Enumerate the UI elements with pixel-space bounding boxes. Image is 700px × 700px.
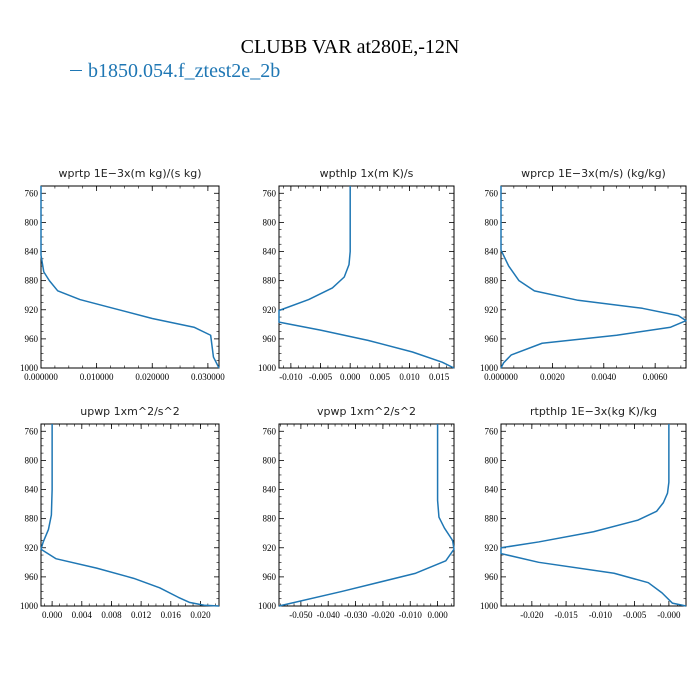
x-tick-label: 0.004 <box>72 610 93 620</box>
y-tick-label: 880 <box>485 276 499 286</box>
x-tick-label: -0.040 <box>317 610 341 620</box>
plot-frame <box>40 185 220 369</box>
series-line <box>500 186 687 369</box>
x-tick-label: -0.005 <box>623 610 647 620</box>
x-tick-label: -0.020 <box>520 610 544 620</box>
y-tick-label: 760 <box>485 188 499 198</box>
plot-frame <box>500 185 687 369</box>
x-tick-label: 0.010000 <box>80 372 114 382</box>
y-tick-label: 920 <box>25 543 39 553</box>
panel-title: vpwp 1xm^2/s^2 <box>317 405 416 418</box>
plot-frame <box>278 185 455 369</box>
x-tick-label: 0.010 <box>399 372 420 382</box>
panel-title: wpthlp 1x(m K)/s <box>320 167 414 180</box>
plot-frame <box>278 423 455 607</box>
y-tick-label: 1000 <box>480 363 499 373</box>
y-tick-label: 960 <box>25 572 39 582</box>
x-tick-label: 0.000000 <box>24 372 58 382</box>
panel-title: wprcp 1E−3x(m/s) (kg/kg) <box>521 167 666 180</box>
y-tick-label: 760 <box>263 426 277 436</box>
y-tick-label: 800 <box>485 217 499 227</box>
y-tick-label: 960 <box>485 334 499 344</box>
y-tick-label: 920 <box>263 543 277 553</box>
x-tick-label: -0.010 <box>399 610 423 620</box>
y-tick-label: 1000 <box>258 363 277 373</box>
x-tick-label: 0.005 <box>370 372 391 382</box>
x-tick-label: 0.0040 <box>591 372 616 382</box>
y-tick-label: 920 <box>485 305 499 315</box>
x-tick-label: -0.030 <box>344 610 368 620</box>
x-tick-label: -0.010 <box>589 610 613 620</box>
y-tick-label: 1000 <box>258 601 277 611</box>
y-tick-label: 880 <box>485 514 499 524</box>
series-line <box>278 186 455 369</box>
x-tick-label: 0.000 <box>427 610 448 620</box>
y-tick-label: 760 <box>25 188 39 198</box>
x-tick-label: 0.020000 <box>135 372 169 382</box>
legend: b1850.054.f_ztest2e_2b <box>70 60 280 83</box>
legend-line-swatch <box>70 69 82 71</box>
x-tick-label: -0.020 <box>371 610 395 620</box>
panel-title: rtpthlp 1E−3x(kg K)/kg <box>530 405 657 418</box>
y-tick-label: 760 <box>263 188 277 198</box>
series-line <box>40 186 220 369</box>
panel-title: upwp 1xm^2/s^2 <box>80 405 180 418</box>
y-tick-label: 800 <box>25 217 39 227</box>
y-tick-label: 760 <box>485 426 499 436</box>
y-tick-label: 840 <box>25 247 39 257</box>
y-tick-label: 920 <box>25 305 39 315</box>
y-tick-label: 960 <box>263 572 277 582</box>
y-tick-label: 840 <box>263 247 277 257</box>
series-line <box>500 424 687 607</box>
panel-title: wprtp 1E−3x(m kg)/(s kg) <box>59 167 202 180</box>
y-tick-label: 840 <box>485 485 499 495</box>
x-tick-label: 0.008 <box>101 610 122 620</box>
y-tick-label: 800 <box>263 217 277 227</box>
y-tick-label: 760 <box>25 426 39 436</box>
x-tick-label: -0.005 <box>309 372 333 382</box>
page-title: CLUBB VAR at280E,-12N <box>240 36 460 58</box>
y-tick-label: 1000 <box>20 363 39 373</box>
y-tick-label: 800 <box>485 455 499 465</box>
y-tick-label: 1000 <box>480 601 499 611</box>
x-tick-label: 0.000 <box>340 372 361 382</box>
x-tick-label: 0.012 <box>131 610 151 620</box>
y-tick-label: 960 <box>263 334 277 344</box>
y-tick-label: 1000 <box>20 601 39 611</box>
x-tick-label: 0.000000 <box>484 372 518 382</box>
y-tick-label: 920 <box>263 305 277 315</box>
x-tick-label: 0.020 <box>190 610 211 620</box>
y-tick-label: 880 <box>263 514 277 524</box>
y-tick-label: 880 <box>25 514 39 524</box>
x-tick-label: 0.000 <box>42 610 63 620</box>
legend-label: b1850.054.f_ztest2e_2b <box>88 60 281 82</box>
y-tick-label: 840 <box>263 485 277 495</box>
x-tick-label: 0.0020 <box>540 372 565 382</box>
y-tick-label: 800 <box>25 455 39 465</box>
y-tick-label: 920 <box>485 543 499 553</box>
x-tick-label: 0.015 <box>429 372 450 382</box>
x-tick-label: -0.050 <box>289 610 313 620</box>
y-tick-label: 800 <box>263 455 277 465</box>
series-line <box>278 424 455 607</box>
y-tick-label: 840 <box>25 485 39 495</box>
plot-frame <box>500 423 687 607</box>
x-tick-label: -0.010 <box>279 372 303 382</box>
x-tick-label: 0.016 <box>161 610 182 620</box>
y-tick-label: 960 <box>25 334 39 344</box>
x-tick-label: 0.030000 <box>191 372 225 382</box>
y-tick-label: 880 <box>263 276 277 286</box>
series-line <box>40 424 220 607</box>
plot-frame <box>40 423 220 607</box>
y-tick-label: 960 <box>485 572 499 582</box>
x-tick-label: 0.0060 <box>643 372 668 382</box>
x-tick-label: -0.000 <box>657 610 681 620</box>
y-tick-label: 880 <box>25 276 39 286</box>
y-tick-label: 840 <box>485 247 499 257</box>
x-tick-label: -0.015 <box>554 610 578 620</box>
